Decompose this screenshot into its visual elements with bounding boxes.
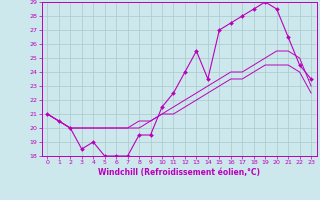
X-axis label: Windchill (Refroidissement éolien,°C): Windchill (Refroidissement éolien,°C) <box>98 168 260 177</box>
